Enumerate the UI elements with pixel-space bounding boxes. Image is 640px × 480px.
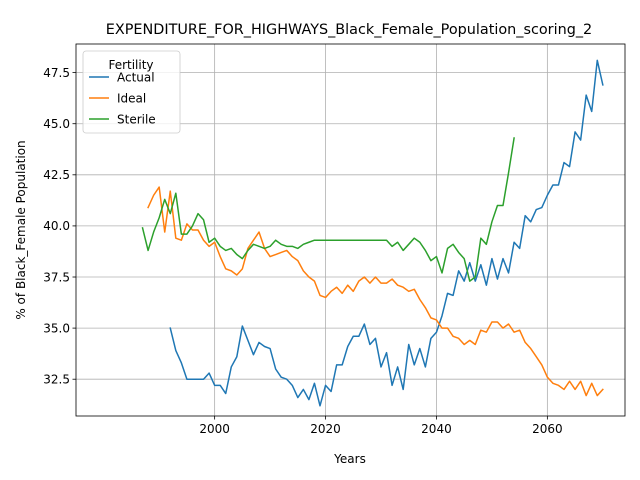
y-axis: 32.5 35.0 37.5 40.0 42.5 45.0 47.5 [43,66,76,387]
x-tick-label: 2020 [310,422,341,436]
legend-title: Fertility [108,58,153,72]
legend-box [82,50,181,134]
y-tick-label: 47.5 [43,66,70,80]
series-line-sterile [141,137,515,282]
x-tick-label: 2040 [421,422,452,436]
y-tick-label: 42.5 [43,168,70,182]
y-tick-label: 37.5 [43,270,70,284]
legend-label-sterile: Sterile [117,112,156,126]
legend: Fertility Actual Ideal Sterile [82,50,181,134]
x-axis-label: Years [333,452,366,466]
grid [76,44,625,416]
y-tick-label: 40.0 [43,219,70,233]
y-tick-label: 45.0 [43,117,70,131]
x-axis: 2000 2020 2040 2060 [199,416,563,436]
x-tick-label: 2060 [532,422,563,436]
x-tick-label: 2000 [199,422,230,436]
y-axis-label: % of Black_Female Population [14,140,28,319]
legend-label-ideal: Ideal [117,91,146,105]
legend-label-actual: Actual [117,70,155,84]
y-tick-label: 32.5 [43,373,70,387]
series-layer [141,59,604,407]
plot-area [75,43,626,417]
legend-entries: Actual Ideal Sterile [89,70,156,126]
y-tick-label: 35.0 [43,321,70,335]
series-line-actual [169,59,604,407]
chart-title: EXPENDITURE_FOR_HIGHWAYS_Black_Female_Po… [106,22,592,38]
series-line-ideal [147,186,604,397]
